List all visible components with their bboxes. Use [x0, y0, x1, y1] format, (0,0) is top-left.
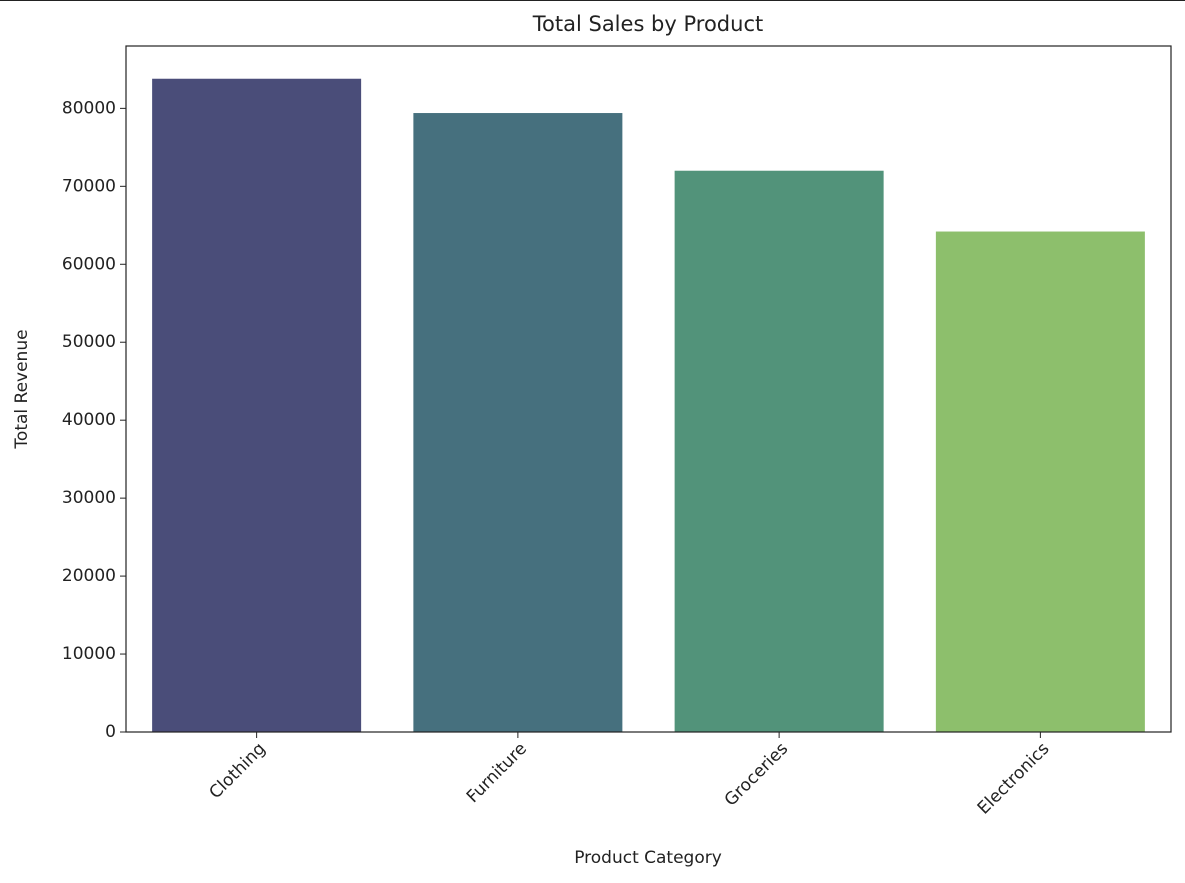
x-tick-label: Furniture — [463, 739, 531, 807]
y-tick-label: 80000 — [62, 98, 116, 118]
y-tick-label: 40000 — [62, 410, 116, 430]
chart-title: Total Sales by Product — [532, 12, 763, 36]
x-tick-label: Electronics — [974, 739, 1054, 819]
y-tick-label: 50000 — [62, 332, 116, 352]
y-tick-label: 60000 — [62, 254, 116, 274]
bar — [935, 231, 1145, 733]
y-tick-label: 20000 — [62, 566, 116, 586]
y-axis-label: Total Revenue — [12, 329, 32, 449]
bar — [674, 170, 884, 732]
plot-frame — [125, 45, 1172, 733]
y-tick-label: 30000 — [62, 488, 116, 508]
y-tick-label: 10000 — [62, 644, 116, 664]
x-tick-label: Clothing — [206, 739, 270, 803]
bar — [413, 113, 623, 733]
y-tick-label: 0 — [105, 722, 116, 742]
x-axis-label: Product Category — [574, 848, 722, 868]
x-tick-label: Groceries — [721, 739, 793, 811]
y-tick-label: 70000 — [62, 176, 116, 196]
bar — [152, 78, 362, 732]
